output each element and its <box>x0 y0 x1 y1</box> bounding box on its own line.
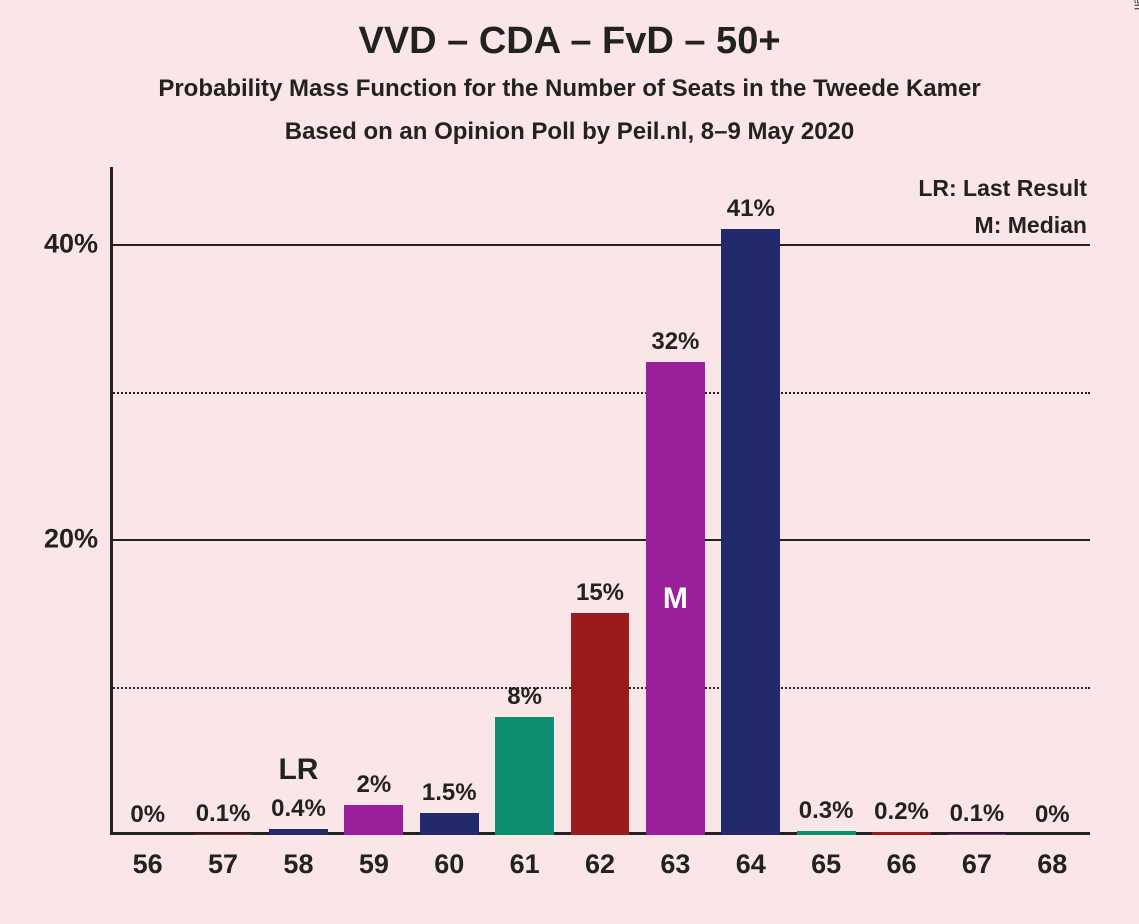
bar-value-label: 0% <box>130 801 165 829</box>
bar-value-label: 0.1% <box>950 800 1005 828</box>
chart-subtitle-2: Based on an Opinion Poll by Peil.nl, 8–9… <box>0 118 1139 146</box>
chart-root: © 2020 Filip van Laenen VVD – CDA – FvD … <box>0 0 1139 924</box>
gridline-minor <box>110 392 1090 394</box>
x-tick-label: 66 <box>887 849 917 880</box>
bar <box>571 613 630 835</box>
x-tick-label: 63 <box>660 849 690 880</box>
bar-value-label: 0% <box>1035 801 1070 829</box>
bar-value-label: 0.4% <box>271 795 326 823</box>
bar-value-label: 0.1% <box>196 800 251 828</box>
bar <box>948 834 1007 835</box>
bar <box>872 832 931 835</box>
x-tick-label: 61 <box>510 849 540 880</box>
bar-value-label: 0.2% <box>874 798 929 826</box>
y-axis <box>110 167 113 835</box>
bar-value-label: 15% <box>576 579 624 607</box>
bar <box>344 805 403 835</box>
x-tick-label: 60 <box>434 849 464 880</box>
y-tick-label: 20% <box>44 524 98 555</box>
bar <box>721 229 780 835</box>
x-tick-label: 57 <box>208 849 238 880</box>
bar-value-label: 41% <box>727 195 775 223</box>
gridline-major <box>110 244 1090 246</box>
bar <box>797 831 856 835</box>
copyright-text: © 2020 Filip van Laenen <box>1131 0 1139 10</box>
y-tick-label: 40% <box>44 228 98 259</box>
bar-value-label: 8% <box>507 683 542 711</box>
x-tick-label: 59 <box>359 849 389 880</box>
bar <box>194 834 253 835</box>
x-tick-label: 68 <box>1037 849 1067 880</box>
x-tick-label: 62 <box>585 849 615 880</box>
bar <box>495 717 554 835</box>
bar-value-label: 1.5% <box>422 779 477 807</box>
x-tick-label: 56 <box>133 849 163 880</box>
x-tick-label: 58 <box>283 849 313 880</box>
median-marker: M <box>663 582 688 616</box>
plot-area: 20%40%0%560.1%570.4%LR582%591.5%608%6115… <box>110 170 1090 835</box>
bar-value-label: 32% <box>651 328 699 356</box>
chart-title: VVD – CDA – FvD – 50+ <box>0 20 1139 63</box>
chart-subtitle-1: Probability Mass Function for the Number… <box>0 75 1139 103</box>
bar <box>269 829 328 835</box>
last-result-marker: LR <box>278 753 318 787</box>
x-tick-label: 64 <box>736 849 766 880</box>
bar-value-label: 0.3% <box>799 797 854 825</box>
bar-value-label: 2% <box>357 771 392 799</box>
x-tick-label: 65 <box>811 849 841 880</box>
bar <box>420 813 479 835</box>
gridline-major <box>110 539 1090 541</box>
x-tick-label: 67 <box>962 849 992 880</box>
